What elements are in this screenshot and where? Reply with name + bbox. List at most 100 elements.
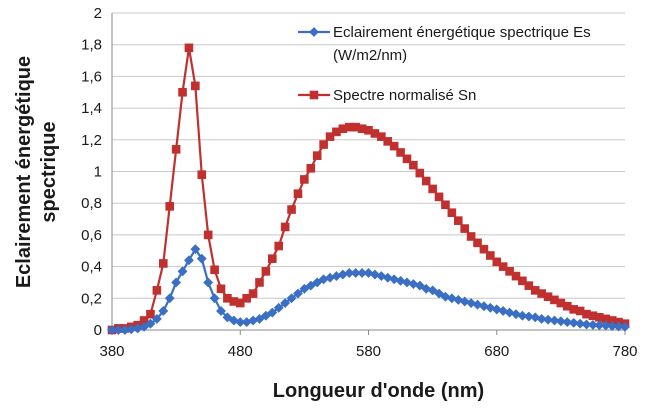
data-point [479, 244, 489, 254]
data-point [441, 200, 450, 210]
data-point [581, 319, 592, 330]
data-point [607, 321, 618, 331]
data-point [280, 298, 291, 308]
data-point [498, 306, 509, 316]
y-tick-label: 1,8 [81, 37, 102, 54]
data-point [511, 271, 521, 281]
data-point [453, 216, 463, 225]
data-point [594, 320, 605, 331]
data-point [505, 267, 514, 276]
axis-titles: Longueur d'onde (nm) Eclairement énergéti… [13, 56, 484, 402]
data-point [145, 318, 156, 329]
data-point [254, 313, 265, 324]
data-point [299, 283, 310, 294]
data-point [184, 43, 194, 53]
y-axis-title-line: spectrique [38, 121, 60, 222]
data-point [377, 132, 386, 141]
data-point [191, 81, 200, 91]
data-point [588, 320, 598, 330]
data-point [306, 164, 316, 173]
data-point [255, 278, 264, 287]
y-tick-label: 0 [94, 322, 102, 339]
data-point [472, 299, 483, 310]
y-tick-label: 0,8 [81, 195, 102, 212]
data-point [492, 257, 502, 267]
data-point [305, 280, 316, 291]
data-point [274, 241, 284, 251]
data-point [210, 265, 219, 275]
data-point [473, 238, 482, 248]
y-tick-label: 0,4 [81, 259, 102, 276]
data-point [158, 306, 169, 316]
legend-item: Spectre normalisé Sn [298, 87, 476, 104]
data-point [235, 298, 245, 308]
data-point [190, 244, 201, 255]
data-point [280, 222, 290, 232]
data-point [549, 315, 560, 326]
data-point [268, 254, 277, 263]
data-point [159, 259, 168, 268]
legend-swatch-marker [309, 90, 319, 100]
data-point [216, 306, 226, 316]
data-point [267, 307, 278, 318]
y-axis-title-line: Eclairement énergétique [13, 56, 35, 288]
x-tick-label: 680 [484, 343, 509, 360]
data-point [396, 148, 405, 157]
data-point [222, 312, 233, 323]
data-point [369, 269, 380, 280]
x-axis-title: Longueur d'onde (nm) [273, 380, 484, 402]
data-point [613, 321, 624, 332]
series-layer [107, 43, 630, 335]
data-point [319, 140, 328, 149]
data-point [196, 253, 207, 264]
data-point [152, 286, 162, 295]
data-point [242, 293, 251, 303]
data-point [164, 293, 175, 304]
x-tick-label: 580 [356, 343, 381, 360]
data-point [434, 288, 444, 299]
legend-label: Spectre normalisé Sn [333, 87, 476, 104]
data-point [203, 277, 214, 288]
legend-label: Eclairement énergétique spectrique Es [333, 24, 591, 41]
data-point [395, 275, 406, 286]
data-point [178, 87, 187, 97]
data-point [575, 318, 586, 329]
data-point [518, 276, 527, 286]
data-point [434, 192, 444, 202]
data-point [197, 170, 207, 179]
data-point [216, 284, 226, 294]
data-point [248, 289, 258, 298]
legend: Eclairement énergétique spectrique Es (W/… [298, 24, 591, 104]
data-point [536, 313, 547, 324]
data-point [287, 205, 296, 214]
data-point [293, 288, 303, 299]
data-point [261, 267, 271, 276]
tick-labels: 0 0,2 0,4 0,6 0,8 1 1,2 1,4 1,6 1,8 2 380 480 580 680 7… [81, 5, 637, 360]
data-point [389, 141, 399, 151]
data-point [523, 311, 534, 322]
data-point [139, 321, 149, 332]
data-point [524, 281, 534, 290]
x-tick-label: 380 [99, 343, 124, 360]
data-point [428, 184, 437, 194]
data-point [555, 316, 566, 327]
data-point [151, 313, 162, 324]
data-point [260, 310, 271, 321]
data-point [415, 168, 425, 178]
data-point [408, 279, 419, 289]
data-point [325, 132, 335, 141]
data-point [414, 280, 425, 291]
data-point [498, 262, 508, 271]
data-point [427, 285, 438, 296]
data-point [466, 232, 476, 241]
x-tick-label: 780 [612, 343, 637, 360]
y-tick-label: 0,6 [81, 227, 102, 244]
data-point [568, 317, 579, 328]
data-point [543, 314, 553, 325]
data-point [620, 321, 630, 332]
data-point [209, 293, 220, 304]
data-point [562, 317, 573, 327]
y-axis-title: Eclairement énergétique spectrique [13, 56, 60, 288]
